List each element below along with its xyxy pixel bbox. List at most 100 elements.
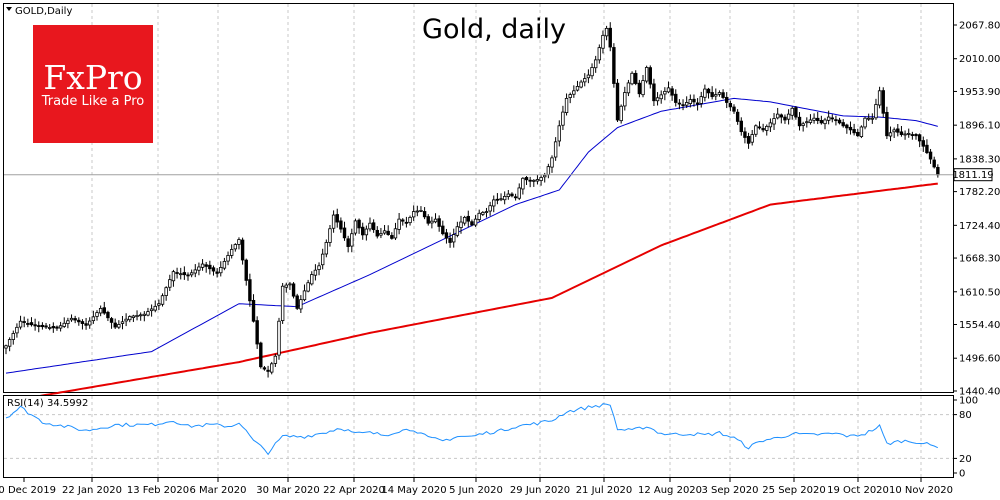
- candle: [881, 87, 885, 118]
- candle: [892, 127, 896, 138]
- last-price-marker: 1811.19: [952, 168, 994, 182]
- candle-body-up: [597, 47, 602, 61]
- candle-body-up: [233, 244, 238, 250]
- candle-body-up: [299, 299, 303, 310]
- symbol-label: GOLD,Daily: [15, 6, 72, 17]
- candle-body-down: [470, 221, 474, 226]
- candle: [233, 243, 238, 252]
- candle: [422, 207, 427, 220]
- candle-body-up: [805, 121, 809, 124]
- candle-body-up: [131, 315, 136, 318]
- candle-body-up: [237, 239, 241, 245]
- candle: [502, 191, 507, 205]
- candle-body-up: [4, 345, 8, 349]
- candle-body-down: [204, 264, 208, 267]
- candle: [856, 128, 860, 137]
- candle-body-up: [590, 67, 594, 77]
- candle: [754, 124, 758, 137]
- rsi-series: [5, 403, 939, 456]
- candle-body-up: [575, 86, 580, 91]
- candle-body-down: [648, 67, 652, 85]
- candle: [244, 258, 248, 286]
- candle-body-up: [532, 179, 536, 182]
- candle-body-up: [866, 117, 871, 120]
- candle-body-up: [229, 249, 234, 256]
- candle-body-down: [291, 283, 296, 297]
- rsi-tick-label: 0: [959, 469, 965, 480]
- last-price-box: [953, 168, 993, 182]
- candle-body-down: [55, 326, 59, 329]
- candle-body-up: [18, 320, 23, 328]
- candle: [652, 78, 656, 107]
- candle-body-up: [331, 214, 336, 229]
- candle: [222, 257, 227, 271]
- candle-body-up: [768, 122, 773, 128]
- candle: [765, 124, 769, 136]
- candle: [310, 271, 314, 286]
- candle-body-up: [306, 282, 310, 292]
- candle: [681, 99, 685, 111]
- price-tick-label: 1496.60: [959, 354, 1000, 365]
- candle-body-down: [80, 321, 85, 324]
- symbol-dropdown-icon[interactable]: [6, 7, 12, 11]
- candle-body-down: [251, 299, 256, 322]
- candle-body-up: [870, 117, 875, 120]
- candle-body-up: [270, 363, 274, 373]
- candle: [775, 107, 780, 120]
- ma-long-series: [5, 182, 938, 403]
- candle: [786, 109, 791, 125]
- candle: [932, 156, 936, 169]
- candle-body-down: [77, 319, 81, 323]
- candle: [441, 220, 445, 236]
- candle: [852, 123, 856, 136]
- candle-body-up: [699, 96, 703, 104]
- candle-body-up: [808, 119, 813, 123]
- candle: [15, 323, 19, 338]
- candle-body-down: [612, 47, 616, 84]
- price-tick-label: 1782.20: [959, 187, 1000, 198]
- candle-body-up: [88, 320, 92, 326]
- candle-body-down: [339, 220, 343, 230]
- candle-body-up: [630, 72, 634, 85]
- candle: [124, 313, 128, 327]
- candle: [106, 310, 110, 322]
- candle-body-up: [506, 193, 511, 197]
- candle: [488, 201, 492, 216]
- candle: [688, 94, 693, 108]
- candle: [845, 123, 849, 134]
- candle: [812, 113, 816, 124]
- candle-body-up: [197, 266, 201, 271]
- candle: [138, 312, 143, 321]
- candle-body-up: [765, 125, 769, 131]
- candle-body-down: [240, 239, 245, 261]
- candle: [375, 226, 379, 239]
- candle-body-up: [66, 320, 70, 324]
- candle-body-up: [481, 212, 485, 215]
- candle-series: [4, 22, 940, 378]
- candle-body-up: [277, 320, 281, 356]
- candle-body-up: [593, 59, 598, 69]
- candle-body-down: [444, 232, 449, 239]
- candle: [623, 86, 627, 111]
- candle: [553, 137, 558, 161]
- candle-body-up: [684, 102, 689, 106]
- candle-body-down: [797, 116, 802, 127]
- candle-body-down: [426, 216, 430, 224]
- candle-body-down: [852, 129, 856, 134]
- candle: [215, 268, 219, 278]
- candle: [131, 314, 136, 322]
- candle-body-up: [473, 218, 478, 226]
- candle-body-up: [572, 90, 576, 95]
- candle-body-down: [186, 274, 190, 277]
- candle-body-down: [51, 326, 56, 329]
- candle: [44, 322, 48, 330]
- candle-body-up: [790, 107, 794, 116]
- candle-body-down: [510, 193, 514, 197]
- candle: [11, 330, 15, 345]
- candle-body-down: [899, 131, 904, 135]
- price-gridlines: [91, 4, 922, 392]
- candle-body-up: [521, 177, 525, 190]
- candle: [379, 227, 383, 239]
- candle: [841, 119, 845, 128]
- candle: [575, 80, 580, 92]
